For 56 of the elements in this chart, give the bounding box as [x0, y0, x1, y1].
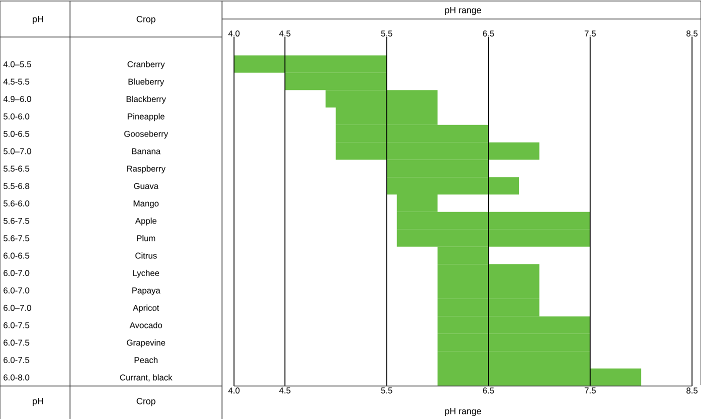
data-label: 5.0-6.5 — [4, 130, 30, 137]
y-tick-label: Apricot — [132, 304, 160, 313]
x2-tick-label: 4.0 — [228, 30, 240, 36]
x-axis-title: pH range — [445, 408, 482, 416]
y-tick-label: Currant, black — [120, 374, 172, 382]
data-label: 5.0-6.0 — [4, 113, 30, 120]
data-label: 6.0-6.5 — [4, 252, 30, 259]
data-label: 5.5-6.5 — [4, 166, 30, 172]
x2-tick-label: 7.5 — [584, 30, 596, 36]
text: pH — [32, 16, 44, 24]
x2-tick-label: 5.5 — [381, 30, 392, 36]
data-label: 6.0-8.0 — [4, 374, 30, 380]
y-tick-label: Blackberry — [126, 96, 166, 104]
x-tick-label: 8.5 — [686, 388, 698, 394]
y-tick-label: Raspberry — [127, 165, 166, 174]
data-label: 6.0-7.5 — [4, 322, 30, 328]
y-tick-label: Pineapple — [128, 113, 164, 122]
y-tick-label: Mango — [134, 200, 159, 208]
x-tick-label: 4.0 — [228, 388, 240, 394]
data-label: 6.0–7.0 — [4, 304, 32, 311]
data-label: 6.0-7.0 — [4, 270, 30, 276]
data-label: 4.9–6.0 — [3, 96, 32, 102]
y-tick-label: Apple — [135, 218, 156, 226]
y-tick-label: Gooseberry — [124, 130, 168, 139]
x2-tick-label: 8.5 — [686, 30, 698, 36]
data-label: 5.5-6.8 — [4, 183, 30, 190]
y-tick-label: Cranberry — [128, 61, 165, 69]
text: pH — [32, 398, 44, 406]
y-tick-label: Plum — [137, 235, 156, 242]
y-tick-label: Lychee — [133, 270, 160, 278]
text: Crop — [136, 398, 156, 406]
data-label: 6.0-7.0 — [4, 287, 30, 294]
y-tick-label: Grapevine — [126, 339, 166, 348]
y-tick-label: Peach — [134, 356, 158, 364]
data-label: 4.5-5.5 — [3, 78, 30, 85]
data-label: 6.0-7.5 — [4, 340, 30, 346]
x2-tick-label: 6.5 — [483, 30, 494, 36]
y-tick-label: Papaya — [132, 288, 160, 296]
text: Crop — [136, 16, 156, 24]
y-tick-label: Avocado — [130, 322, 162, 328]
y-tick-label: Blueberry — [128, 78, 164, 86]
y-tick-label: Banana — [132, 148, 161, 154]
x-tick-label: 4.5 — [279, 388, 290, 394]
x2-tick-label: 4.5 — [279, 30, 290, 36]
y-tick-label: Citrus — [135, 252, 157, 259]
data-label: 5.6-7.5 — [4, 218, 30, 224]
x-tick-label: 5.5 — [381, 388, 392, 394]
data-label: 5.6-7.5 — [4, 235, 30, 242]
data-label: 5.6-6.0 — [4, 200, 30, 206]
x-tick-label: 6.5 — [483, 388, 494, 394]
y-tick-label: Guava — [134, 183, 158, 190]
data-label: 6.0-7.5 — [4, 357, 30, 364]
data-label: 5.0–7.0 — [4, 148, 32, 154]
data-label: 4.0–5.5 — [3, 61, 32, 68]
x-tick-label: 7.5 — [584, 388, 596, 394]
x2-axis-title: pH range — [445, 6, 482, 16]
